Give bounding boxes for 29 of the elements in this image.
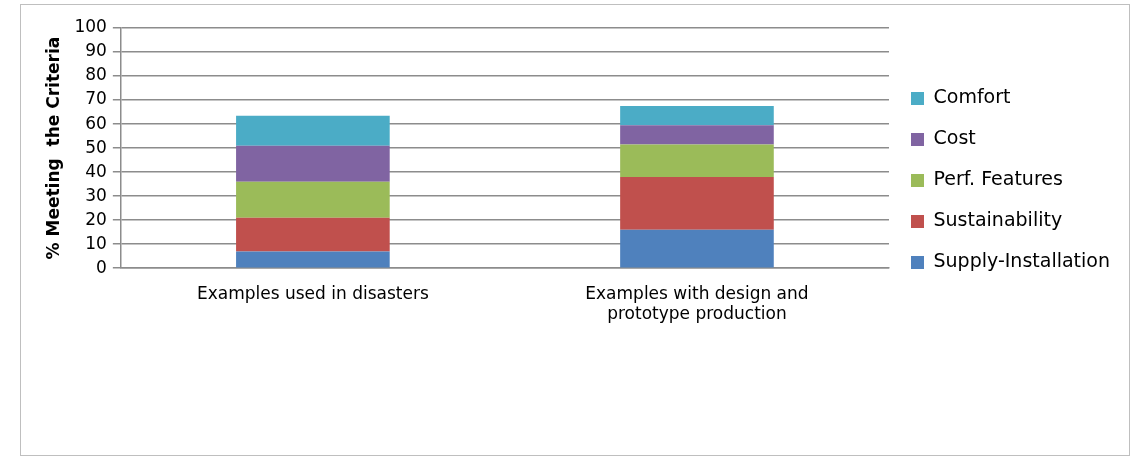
y-tick-label: 60 (85, 112, 107, 133)
y-tick-label: 40 (85, 160, 107, 181)
y-axis-title: % Meeting the Criteria (42, 36, 63, 260)
legend-label: Sustainability (933, 208, 1063, 231)
bar (620, 125, 774, 145)
x-tick-label: Examples used in disasters (196, 282, 429, 303)
bar (236, 251, 390, 268)
bar (236, 145, 390, 182)
bar (236, 181, 390, 218)
legend-label: Perf. Features (933, 167, 1063, 190)
y-tick-label: 70 (85, 88, 107, 109)
y-tick-label: 80 (85, 64, 107, 85)
bar (620, 106, 774, 126)
bar (620, 229, 774, 268)
bar (620, 144, 774, 177)
y-tick-label: 90 (85, 40, 107, 61)
legend-label: Cost (933, 126, 976, 149)
legend-label: Supply-Installation (933, 249, 1111, 272)
y-tick-label: 30 (85, 184, 107, 205)
legend-label: Comfort (933, 85, 1011, 108)
bar (236, 115, 390, 146)
bar (236, 217, 390, 252)
bar (620, 176, 774, 230)
y-tick-label: 0 (96, 256, 107, 277)
x-tick-label: Examples with design and prototype production (585, 282, 809, 324)
y-tick-label: 10 (85, 232, 107, 253)
y-tick-label: 50 (85, 136, 107, 157)
y-tick-label: 100 (74, 16, 107, 37)
y-tick-label: 20 (85, 208, 107, 229)
